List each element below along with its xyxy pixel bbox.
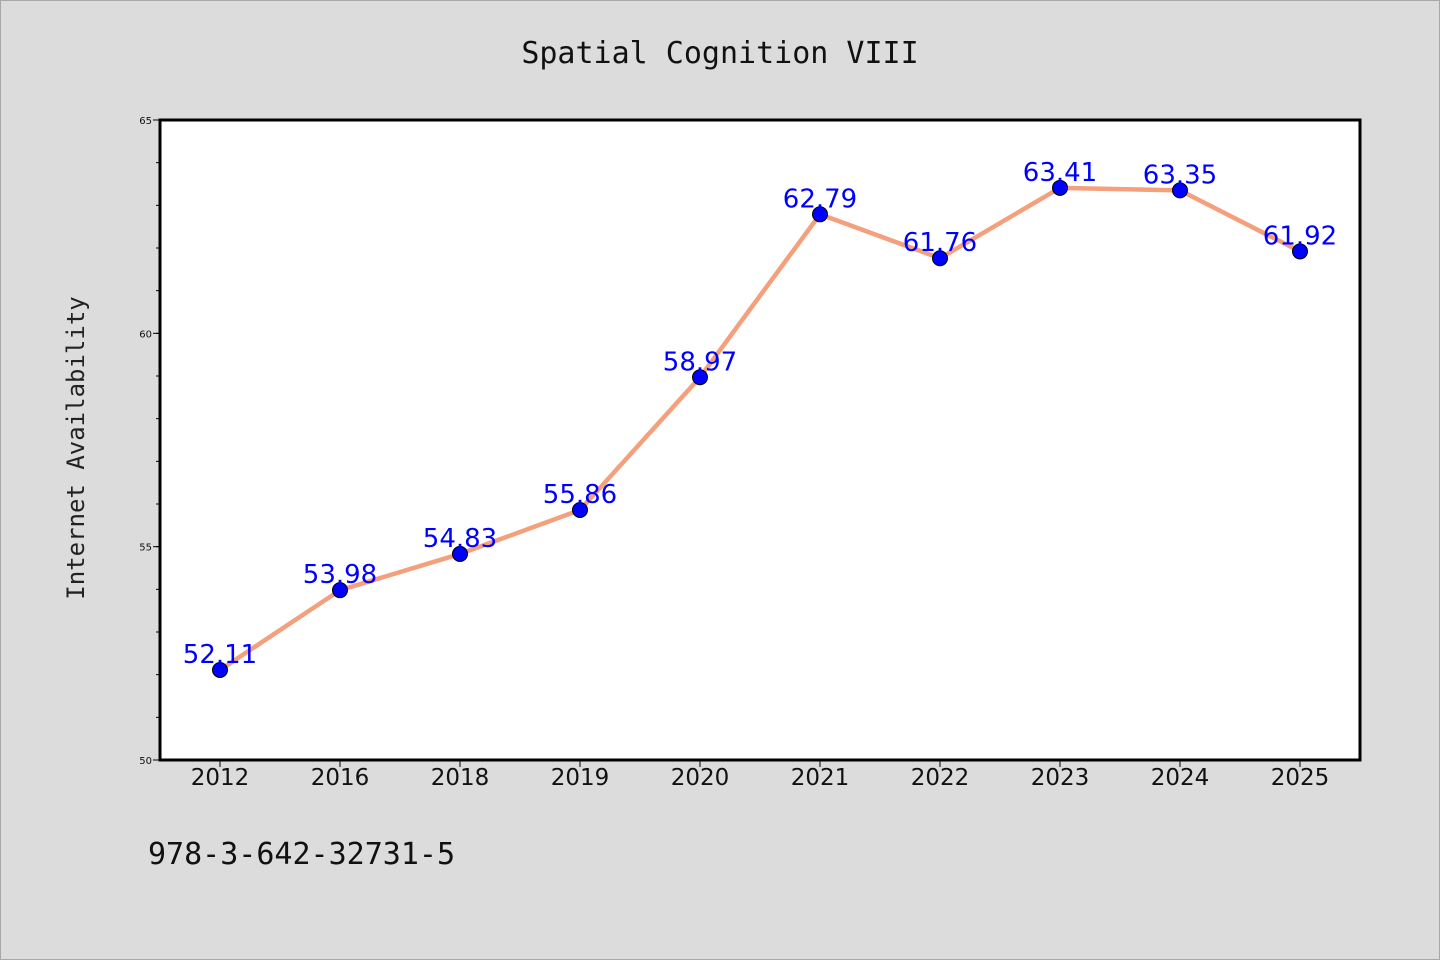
chart-title: Spatial Cognition VIII (521, 36, 918, 71)
x-tick-label: 2020 (671, 765, 730, 791)
plot-border (158, 118, 1362, 762)
data-label: 63.41 (1023, 158, 1097, 188)
data-point (1292, 243, 1308, 260)
y-tick-label: 50 (139, 756, 152, 767)
data-labels: 52.11 53.98 54.83 55.86 58.97 62.79 61.76 63.41… (183, 158, 1337, 670)
x-tick-label: 2016 (311, 765, 370, 791)
data-point (212, 661, 228, 678)
y-tick-label: 65 (139, 116, 152, 127)
data-label: 61.76 (903, 228, 977, 258)
data-label: 53.98 (303, 560, 377, 590)
data-label: 58.97 (663, 347, 737, 377)
axis-ticks: 2012 2016 2018 2019 2020 2021 2022 2023 2024 2025… (139, 116, 1329, 791)
y-axis-label: Internet Availability (62, 296, 90, 599)
data-point (452, 545, 468, 562)
data-label: 62.79 (783, 184, 857, 214)
x-tick-label: 2023 (1031, 765, 1090, 791)
series-line (217, 185, 1303, 673)
y-tick-label: 55 (139, 543, 152, 554)
data-point (1052, 179, 1068, 196)
data-label: 52.11 (183, 640, 257, 670)
data-label: 61.92 (1263, 221, 1337, 251)
data-point (932, 250, 948, 267)
data-point (332, 582, 348, 599)
data-point (1172, 182, 1188, 199)
x-tick-label: 2012 (191, 765, 250, 791)
series-layer (212, 179, 1308, 678)
plot-area (160, 120, 1360, 760)
x-tick-label: 2022 (911, 765, 970, 791)
data-point (812, 206, 828, 223)
y-tick-label: 60 (139, 329, 152, 340)
x-tick-label: 2018 (431, 765, 490, 791)
data-point (572, 501, 588, 518)
x-tick-label: 2019 (551, 765, 610, 791)
data-label: 55.86 (543, 480, 617, 510)
x-tick-label: 2025 (1271, 765, 1330, 791)
data-label: 54.83 (423, 524, 497, 554)
isbn-text: 978-3-642-32731-5 (148, 837, 455, 872)
data-point (692, 369, 708, 386)
x-tick-label: 2024 (1151, 765, 1210, 791)
data-label: 63.35 (1143, 160, 1217, 190)
x-tick-label: 2021 (791, 765, 850, 791)
